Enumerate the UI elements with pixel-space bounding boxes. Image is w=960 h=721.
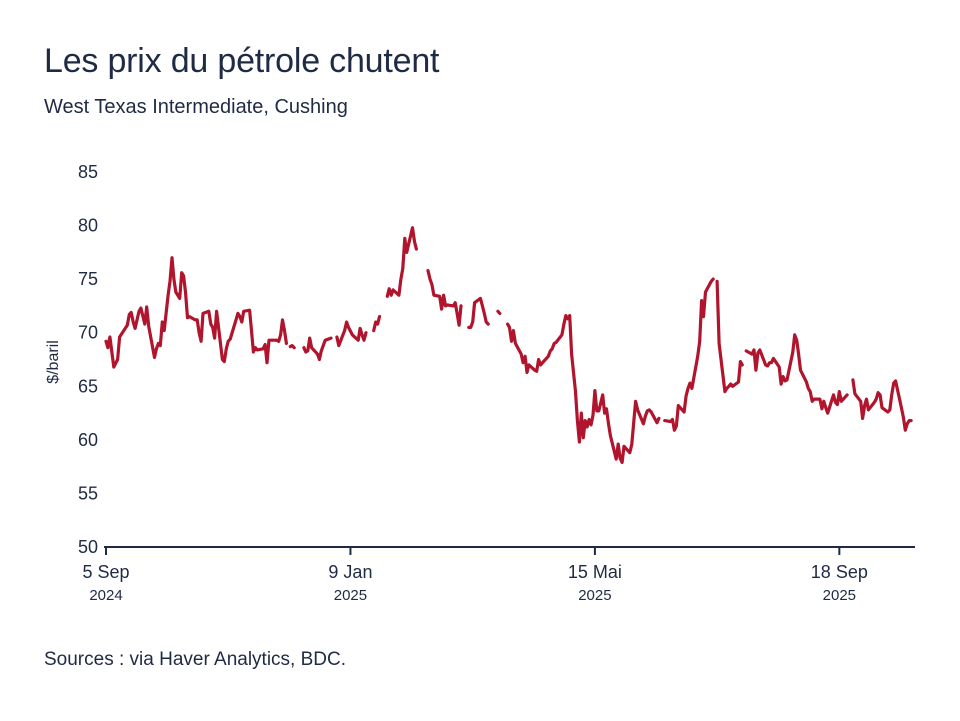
y-tick-label: 60	[78, 430, 98, 450]
x-axis-ticks: 5 Sep 2024 9 Jan 2025 15 Mai 2025 18 Sep 2025	[82, 547, 868, 604]
series-line-segment	[663, 277, 715, 432]
x-tick-year: 2024	[89, 587, 122, 604]
series-line-segment	[335, 320, 368, 348]
series-line-segment	[506, 314, 661, 464]
y-tick-label: 50	[78, 537, 98, 557]
y-axis-label: $/baril	[45, 340, 62, 384]
x-tick-label: 18 Sep	[811, 562, 868, 582]
x-tick-year: 2025	[578, 587, 611, 604]
source-note: Sources : via Haver Analytics, BDC.	[44, 649, 346, 670]
y-tick-label: 70	[78, 323, 98, 343]
x-tick-year: 2025	[334, 587, 367, 604]
series-line-segment	[744, 333, 849, 415]
series-line-segment	[715, 279, 744, 394]
series-line-segment	[302, 336, 333, 362]
y-tick-label: 55	[78, 483, 98, 503]
y-tick-label: 65	[78, 376, 98, 396]
y-tick-label: 85	[78, 162, 98, 182]
chart-title: Les prix du pétrole chutent	[44, 42, 440, 80]
x-tick-label: 15 Mai	[568, 562, 622, 582]
series-line-segment	[426, 269, 463, 327]
y-tick-label: 75	[78, 269, 98, 289]
series-line-segment	[385, 226, 418, 298]
y-tick-label: 80	[78, 216, 98, 236]
chart-subtitle: West Texas Intermediate, Cushing	[44, 96, 348, 118]
series-line-segment	[851, 378, 913, 432]
x-tick-label: 5 Sep	[82, 562, 129, 582]
series-line-segment	[496, 309, 502, 315]
series-line-segment	[288, 344, 296, 350]
x-tick-label: 9 Jan	[328, 562, 372, 582]
y-axis-ticks: 50 55 60 65 70 75 80 85	[78, 162, 98, 557]
series-layer	[104, 226, 913, 464]
series-line-segment	[372, 315, 382, 333]
series-line-segment	[104, 256, 288, 369]
series-line-segment	[467, 296, 490, 329]
x-tick-year: 2025	[823, 587, 856, 604]
